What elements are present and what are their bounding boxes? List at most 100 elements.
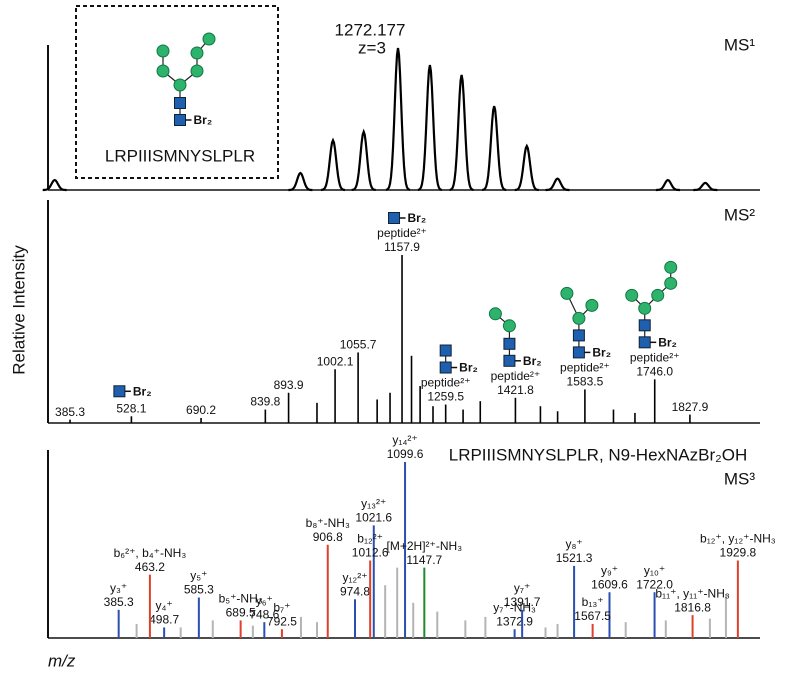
peak-label: 690.2	[186, 403, 216, 417]
peak-label: 1099.6	[387, 447, 424, 461]
peak	[288, 171, 313, 192]
peak-label: 748.6	[249, 607, 279, 621]
hexnac	[439, 344, 452, 357]
peak-label: 974.8	[340, 584, 370, 598]
modification: Br₂	[194, 113, 213, 127]
ion-label: peptide²⁺	[491, 369, 541, 383]
inset-box	[75, 5, 279, 179]
hexose	[156, 64, 170, 78]
hexose	[502, 319, 516, 333]
panel-title: MS³	[724, 469, 756, 488]
peak-label: 893.9	[274, 378, 304, 392]
ion-label: b₁₁⁺, y₁₁⁺-NH₃	[655, 586, 730, 600]
ion-label: y₁₃²⁺	[361, 497, 386, 511]
peak	[482, 105, 507, 191]
hexnac	[439, 361, 452, 374]
ion-label: y₃⁺	[110, 581, 127, 595]
ion-label: y₅⁺	[190, 569, 207, 583]
hexnac	[572, 329, 585, 342]
hexose	[664, 276, 678, 290]
hexose	[156, 44, 170, 58]
peak-label: 1259.5	[427, 390, 464, 404]
panel-subtitle: LRPIIISMNYSLPLR, N9-HexNAzBr₂OH	[449, 445, 748, 464]
charge-label: z=3	[358, 38, 386, 57]
peak-label: 1609.6	[591, 577, 628, 591]
peak	[320, 137, 346, 192]
ion-label: peptide²⁺	[377, 226, 427, 240]
peak-label: 1055.7	[340, 338, 377, 352]
modification: Br₂	[592, 346, 611, 360]
hexnac	[388, 212, 401, 224]
hexose	[585, 298, 599, 312]
y-axis-label: Relative Intensity	[9, 245, 28, 375]
ion-label: y₁₀⁺	[644, 563, 665, 577]
panel-title: MS²	[724, 205, 756, 224]
peak-label: 839.8	[250, 395, 280, 409]
modification: Br₂	[459, 361, 478, 375]
peak-label: 1157.9	[384, 240, 420, 254]
peak-label: 385.3	[55, 405, 85, 419]
peak	[385, 47, 411, 191]
peak	[417, 64, 443, 191]
ion-label: b₅⁺-NH₃	[219, 592, 263, 606]
peak	[545, 177, 570, 192]
peak-label: 1021.6	[355, 511, 392, 525]
peak	[449, 74, 474, 191]
peak	[693, 181, 718, 192]
hexose	[173, 78, 187, 92]
peak-label: 1827.9	[672, 400, 709, 414]
peak-label: 498.7	[149, 613, 179, 627]
peak-label: 1816.8	[674, 600, 711, 614]
ion-label: [M+2H]²⁺-NH₃	[387, 539, 463, 553]
ion-label: b₈⁺-NH₃	[306, 516, 350, 530]
ion-label: b₁₂²⁺	[357, 532, 383, 546]
hexose	[190, 64, 204, 78]
modification: Br₂	[408, 211, 427, 225]
ion-label: y₁₄²⁺	[392, 433, 417, 447]
ion-label: y₁₂²⁺	[342, 570, 367, 584]
hexnac	[503, 337, 516, 350]
peak-label: 1746.0	[636, 364, 673, 378]
peak-label: 463.2	[135, 560, 165, 574]
peak-label: 1722.0	[636, 577, 673, 591]
hexnac	[638, 336, 651, 349]
hexnac	[113, 385, 126, 398]
hexose	[572, 311, 586, 325]
hexose	[638, 301, 652, 315]
hexnac	[572, 346, 585, 359]
ion-label: y₇⁺-NH₃	[493, 600, 536, 614]
hexose	[190, 46, 204, 60]
hexnac	[174, 97, 186, 109]
hexnac	[503, 354, 516, 367]
ion-label: b₁₂⁺, y₁₂⁺-NH₃	[700, 532, 776, 546]
ion-label: y₆⁺	[256, 593, 273, 607]
ion-label: y₉⁺	[601, 563, 618, 577]
peak-label: 906.8	[313, 530, 343, 544]
hexose	[202, 32, 216, 46]
hexose	[560, 286, 574, 300]
peak-label: 1272.177	[335, 20, 406, 39]
modification: Br₂	[523, 354, 542, 368]
ion-label: b₁₃⁺	[582, 595, 604, 609]
peak-label: 1372.9	[496, 614, 533, 628]
peak-label: 1002.1	[317, 354, 354, 368]
ion-label: peptide²⁺	[630, 350, 680, 364]
peak	[655, 178, 680, 192]
ion-label: y₇⁺	[514, 581, 530, 595]
peak	[514, 143, 539, 192]
panel-title: MS¹	[724, 35, 756, 54]
peak-label: 1929.8	[720, 546, 757, 560]
modification: Br₂	[658, 335, 677, 349]
peak-label: 1012.6	[352, 546, 389, 560]
hexnac	[174, 114, 186, 126]
peak-label: 528.1	[116, 401, 146, 415]
peak	[351, 128, 376, 191]
peak	[42, 178, 67, 192]
peak-label: 1391.7	[504, 595, 541, 609]
ion-label: b₆²⁺, b₄⁺-NH₃	[114, 546, 187, 560]
ion-label: y₄⁺	[156, 599, 173, 613]
peak-label: 1421.8	[497, 383, 534, 397]
modification: Br₂	[133, 384, 152, 398]
ion-label: b₇⁺	[273, 600, 290, 614]
